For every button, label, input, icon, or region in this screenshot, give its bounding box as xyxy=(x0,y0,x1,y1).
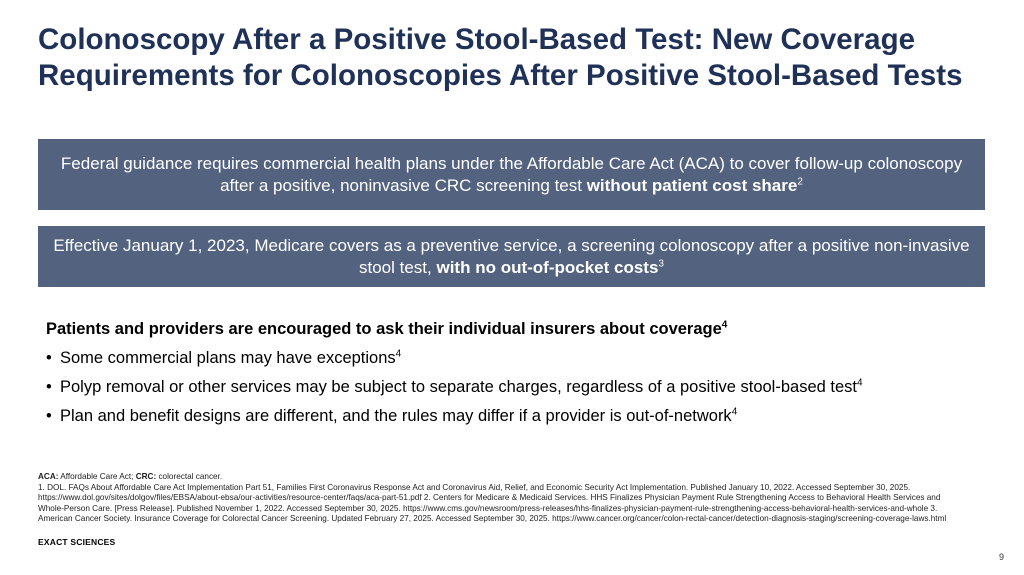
aca-guidance-banner: Federal guidance requires commercial hea… xyxy=(38,139,985,210)
bullet-text: Polyp removal or other services may be s… xyxy=(60,378,857,396)
bullet-item: • Some commercial plans may have exceptio… xyxy=(46,348,863,368)
medicare-coverage-footnote: 3 xyxy=(658,257,664,269)
medicare-coverage-body: Effective January 1, 2023, Medicare cove… xyxy=(53,235,970,277)
bullet-footnote: 4 xyxy=(395,348,402,360)
aca-guidance-text: Federal guidance requires commercial hea… xyxy=(52,153,971,197)
aca-abbr-label: ACA: xyxy=(38,472,59,481)
medicare-coverage-banner: Effective January 1, 2023, Medicare cove… xyxy=(38,226,985,287)
bullet-footnote: 4 xyxy=(731,406,738,418)
bullet-item: • Plan and benefit designs are different,… xyxy=(46,406,863,426)
coverage-heading-text: Patients and providers are encouraged to… xyxy=(46,320,722,338)
medicare-coverage-emphasis: with no out-of-pocket costs xyxy=(436,257,659,277)
aca-guidance-body: Federal guidance requires commercial hea… xyxy=(60,153,963,195)
bullet-item: • Polyp removal or other services may be … xyxy=(46,377,863,397)
bullet-dot: • xyxy=(46,378,52,396)
aca-guidance-footnote: 2 xyxy=(797,175,803,187)
bullet-text: Plan and benefit designs are different, … xyxy=(60,407,732,425)
bullet-dot: • xyxy=(46,349,52,367)
coverage-bullet-list: • Some commercial plans may have exceptio… xyxy=(46,348,863,435)
page-number: 9 xyxy=(998,552,1004,562)
references-block: ACA: Affordable Care Act; CRC: colorecta… xyxy=(38,472,958,525)
aca-abbr-text: Affordable Care Act; xyxy=(58,472,136,481)
coverage-heading-footnote: 4 xyxy=(721,319,728,331)
bullet-dot: • xyxy=(46,407,52,425)
bullet-text: Some commercial plans may have exception… xyxy=(60,349,396,367)
aca-guidance-emphasis: without patient cost share xyxy=(586,175,798,195)
abbreviations-line: ACA: Affordable Care Act; CRC: colorecta… xyxy=(38,472,958,483)
medicare-coverage-text: Effective January 1, 2023, Medicare cove… xyxy=(52,235,971,279)
references-text: 1. DOL. FAQs About Affordable Care Act I… xyxy=(38,482,947,524)
coverage-heading: Patients and providers are encouraged to… xyxy=(46,320,727,339)
slide-title: Colonoscopy After a Positive Stool-Based… xyxy=(38,23,963,92)
crc-abbr-label: CRC: xyxy=(135,472,157,481)
crc-abbr-text: colorectal cancer. xyxy=(156,472,223,481)
bullet-footnote: 4 xyxy=(856,377,863,389)
brand-logo-text: EXACT SCIENCES xyxy=(38,537,116,547)
